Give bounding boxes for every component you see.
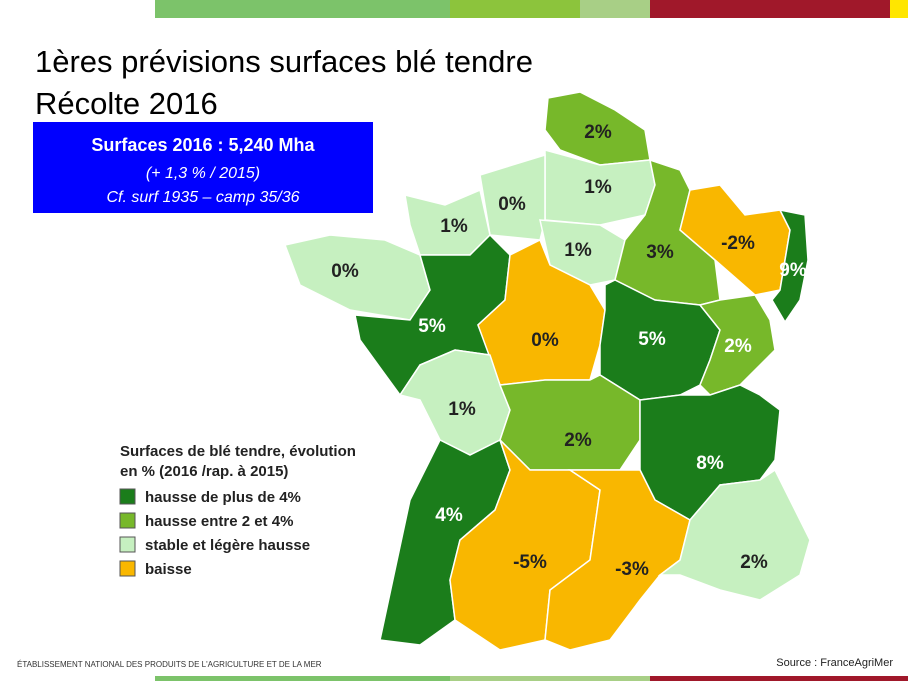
title: Récolte 2016 [35, 86, 218, 121]
legend-title: Surfaces de blé tendre, évolution [120, 443, 356, 460]
region-label: 2% [584, 122, 612, 143]
legend: Surfaces de blé tendre, évolution en % (… [119, 443, 356, 578]
footer-left: ÉTABLISSEMENT NATIONAL DES PRODUITS DE L… [17, 660, 322, 669]
region [477, 238, 606, 386]
region-label: 0% [331, 261, 359, 282]
region [771, 208, 809, 324]
legend-label: stable et légère hausse [145, 537, 310, 554]
region-label: 3% [646, 242, 674, 263]
region-label: -2% [721, 233, 755, 254]
region-label: 9% [779, 260, 807, 281]
map: 2% 1% 0% 1% 0% 1% 3% -2% 9% 5% 0% 5% 2% … [283, 91, 811, 651]
region-label: 0% [531, 330, 559, 351]
info-line: (+ 1,3 % / 2015) [146, 165, 260, 182]
info-line: Cf. surf 1935 – camp 35/36 [107, 189, 300, 206]
region-label: 0% [498, 194, 526, 215]
region [498, 374, 641, 471]
region-label: 2% [724, 336, 752, 357]
info-box [33, 122, 373, 213]
region-label: 2% [740, 552, 768, 573]
region-label: 4% [435, 505, 463, 526]
legend-label: baisse [145, 561, 192, 578]
legend-swatch [119, 488, 136, 505]
region-label: -3% [615, 559, 649, 580]
region-label: 1% [448, 399, 476, 420]
region-label: 5% [418, 316, 446, 337]
region-label: 8% [696, 453, 724, 474]
info-headline: Surfaces 2016 : 5,240 Mha [91, 135, 315, 155]
bottom-bar [155, 676, 908, 681]
title: 1ères prévisions surfaces blé tendre [35, 44, 533, 79]
region-label: 1% [440, 216, 468, 237]
region [657, 468, 811, 601]
legend-swatch [119, 512, 136, 529]
footer-right: Source : FranceAgriMer [776, 657, 893, 669]
region-label: 2% [564, 430, 592, 451]
legend-title: en % (2016 /rap. à 2015) [120, 463, 288, 480]
region-label: 1% [584, 177, 612, 198]
region-label: -5% [513, 552, 547, 573]
legend-label: hausse entre 2 et 4% [145, 513, 293, 530]
legend-swatch [119, 560, 136, 577]
legend-label: hausse de plus de 4% [145, 489, 301, 506]
legend-swatch [119, 536, 136, 553]
region-label: 1% [564, 240, 592, 261]
region [544, 469, 691, 651]
top-bar [155, 0, 908, 18]
region-label: 5% [638, 329, 666, 350]
